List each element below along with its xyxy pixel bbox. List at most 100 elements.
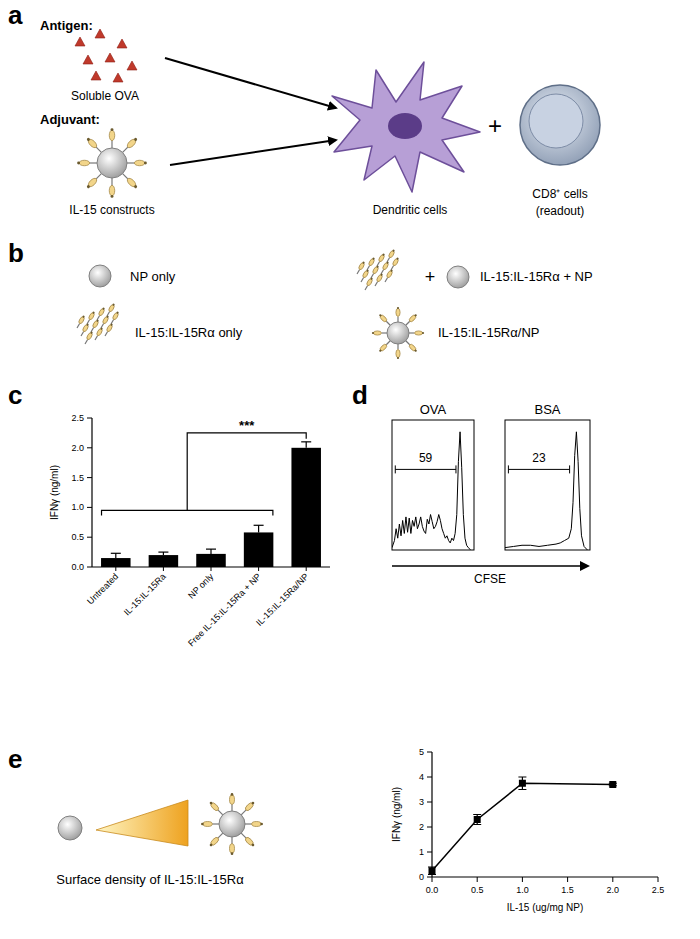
diagram-label: Surface density of IL-15:IL-15Rα xyxy=(56,872,244,887)
bar xyxy=(196,554,226,567)
ligand-head xyxy=(203,822,213,827)
tick-label: 1.5 xyxy=(561,885,574,895)
ligand-head xyxy=(98,308,105,316)
ligand-head xyxy=(109,130,114,141)
significance-label: *** xyxy=(239,418,255,433)
diagram-label: IL-15:IL-15Rα + NP xyxy=(480,269,593,284)
ligand-tip xyxy=(86,323,89,326)
nanoparticle xyxy=(447,266,469,288)
ligand xyxy=(396,344,400,359)
tick-label: 1 xyxy=(419,847,424,857)
dendritic-cell xyxy=(332,62,480,192)
ligand-stem xyxy=(111,319,114,324)
plus-sign: + xyxy=(425,267,436,287)
ligand-head xyxy=(87,138,98,149)
ligand-tip xyxy=(414,349,417,352)
panel-letter: c xyxy=(8,380,22,410)
ligand-tip xyxy=(376,265,379,268)
ligand-stem xyxy=(386,341,390,345)
ligand-tip xyxy=(112,303,115,306)
ligand-stem xyxy=(111,178,112,185)
ligand-stem xyxy=(111,141,112,148)
bar xyxy=(149,555,179,567)
error-cap xyxy=(111,553,121,554)
error-bar xyxy=(115,553,116,558)
tick xyxy=(87,447,92,448)
ligand-head xyxy=(244,836,254,846)
ligand xyxy=(396,307,400,322)
ligand xyxy=(239,800,255,816)
marks xyxy=(428,777,617,875)
ligand-tip xyxy=(370,277,373,280)
ligand-head xyxy=(126,177,137,188)
ligand-tip xyxy=(86,137,90,141)
tick-label: 0 xyxy=(419,872,424,882)
ligand-head xyxy=(244,802,254,812)
category-label: Untreated xyxy=(85,571,120,606)
ligand xyxy=(121,136,139,154)
ligand-tip xyxy=(372,257,375,260)
nanoparticle xyxy=(58,816,82,840)
ligand xyxy=(378,313,392,327)
ligand-stem xyxy=(101,323,104,328)
ligand xyxy=(404,313,418,327)
tick xyxy=(163,567,164,571)
ligand-head xyxy=(388,250,395,258)
ligand-tip xyxy=(390,269,393,272)
ligand-head xyxy=(86,332,93,340)
tick xyxy=(427,827,432,828)
ligand-tip xyxy=(380,273,383,276)
axis-title: CFSE xyxy=(474,572,506,586)
marks xyxy=(505,432,587,550)
ligand-stem xyxy=(367,265,370,270)
ligand-stem xyxy=(245,823,252,824)
tick-label: 5 xyxy=(419,747,424,757)
tick xyxy=(427,802,432,803)
data-line xyxy=(432,783,613,871)
bar xyxy=(291,448,321,567)
marks xyxy=(101,442,321,567)
tick xyxy=(258,567,259,571)
ligand-stem xyxy=(95,335,98,340)
histogram: OVA59CFSE xyxy=(392,402,588,586)
ligand-head xyxy=(106,324,113,332)
cd8-cell xyxy=(520,85,600,165)
ligand-tip xyxy=(110,323,113,326)
ligand-head xyxy=(366,278,373,286)
antigen-icon xyxy=(75,37,85,46)
tick-label: 0.0 xyxy=(426,885,439,895)
category-label: IL-15:IL-15Ra xyxy=(122,571,168,617)
line-chart: 0123450.00.51.01.52.02.5IFNγ (ng/ml)IL-1… xyxy=(391,747,664,913)
ligand-tip xyxy=(102,307,105,310)
ligand-stem xyxy=(81,331,84,336)
ligand-head xyxy=(373,331,381,335)
cd8-nucleus xyxy=(529,94,583,148)
ligand-stem xyxy=(386,321,390,325)
panel-b: NP only+IL-15:IL-15Rα + NPIL-15:IL-15Rα … xyxy=(75,249,592,359)
tick-label: 0.0 xyxy=(71,562,84,572)
ligand xyxy=(83,331,93,345)
tick-label: 2.0 xyxy=(607,885,620,895)
ligand-tip xyxy=(86,185,90,189)
ligand xyxy=(208,831,224,847)
diagram-label: (readout) xyxy=(536,204,585,218)
ligand-tip xyxy=(209,801,213,805)
histogram-line xyxy=(505,432,587,550)
error-bar xyxy=(473,815,481,825)
tick-label: 1.5 xyxy=(71,473,84,483)
ligand xyxy=(409,331,424,335)
bar xyxy=(244,532,274,567)
tick xyxy=(87,567,92,568)
panel-a: Antigen:Soluble OVAAdjuvant:IL-15 constr… xyxy=(40,18,600,218)
ligand-tip xyxy=(111,128,114,131)
marks xyxy=(392,432,471,550)
ligand xyxy=(77,160,97,165)
error-cap xyxy=(206,549,216,550)
ligand xyxy=(109,128,114,148)
ligand-head xyxy=(88,312,95,320)
figure: abcdeAntigen:Soluble OVAAdjuvant:IL-15 c… xyxy=(0,0,700,939)
tick xyxy=(567,877,568,882)
ligand xyxy=(127,160,147,165)
ligand-tip xyxy=(251,843,255,847)
dendritic-nucleus xyxy=(388,113,422,139)
